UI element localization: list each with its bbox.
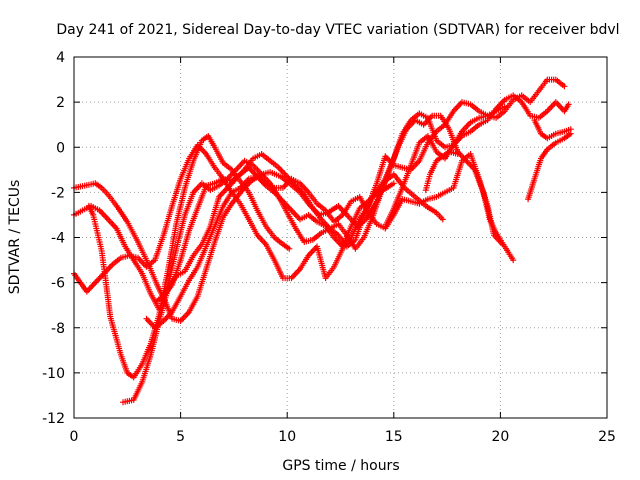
x-tick-label: 25 (598, 429, 616, 445)
x-tick-labels: 0 5 10 15 20 25 (70, 429, 616, 445)
y-tick-label: 4 (56, 50, 65, 66)
y-tick-labels: -12 -10 -8 -6 -4 -2 0 2 4 (42, 50, 65, 427)
x-tick-label: 10 (278, 429, 296, 445)
chart-title: Day 241 of 2021, Sidereal Day-to-day VTE… (56, 22, 619, 38)
series-arc-11 (422, 148, 461, 194)
data-series (71, 76, 574, 406)
y-tick-label: -8 (51, 321, 65, 337)
axis-ticks (73, 56, 608, 419)
data-points (531, 117, 574, 142)
x-axis-label: GPS time / hours (282, 458, 399, 474)
x-tick-label: 15 (385, 429, 403, 445)
y-tick-label: 2 (56, 95, 65, 111)
x-tick-label: 5 (176, 429, 185, 445)
data-points (525, 130, 574, 203)
data-points (154, 92, 572, 304)
y-tick-label: -12 (42, 411, 65, 427)
data-points (382, 103, 508, 230)
data-points (422, 148, 461, 194)
y-tick-label: -4 (51, 231, 65, 247)
series-arc-4 (85, 133, 293, 381)
x-tick-label: 20 (491, 429, 509, 445)
y-tick-label: -6 (51, 276, 65, 292)
y-tick-label: -2 (51, 185, 65, 201)
series-arc-7 (154, 92, 572, 304)
y-axis-label: SDTVAR / TECUs (7, 180, 23, 295)
y-tick-label: 0 (56, 140, 65, 156)
series-arc-10 (525, 130, 574, 203)
data-points (143, 151, 506, 331)
data-points (85, 133, 293, 381)
x-tick-label: 0 (70, 429, 79, 445)
series-arc-6 (143, 151, 506, 331)
series-arc-9 (531, 117, 574, 142)
series-arc-8 (382, 103, 508, 230)
y-tick-label: -10 (42, 366, 65, 382)
